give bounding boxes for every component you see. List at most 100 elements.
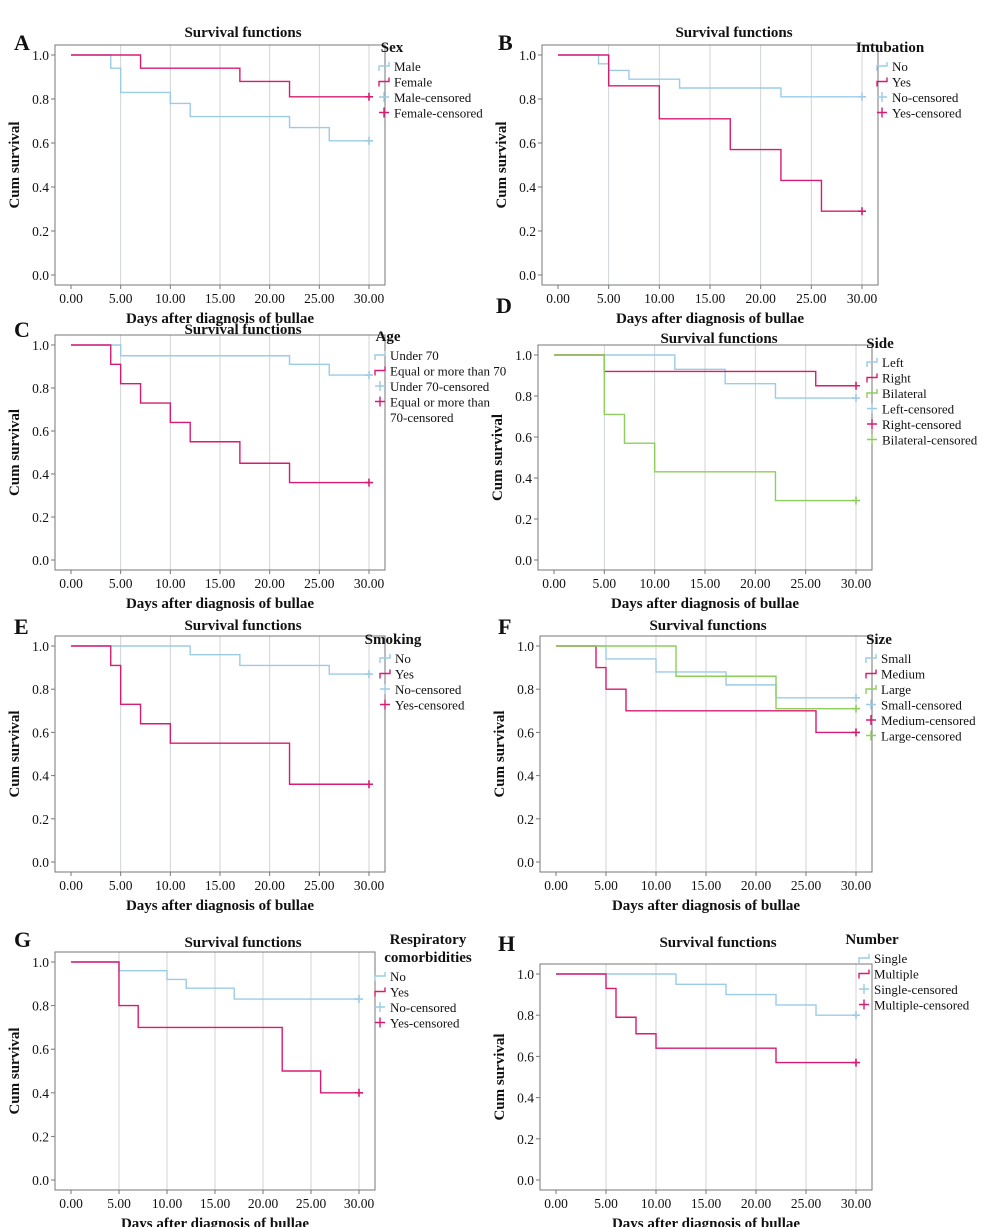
chart-title: Survival functions bbox=[649, 618, 766, 634]
y-tick-label: 0.0 bbox=[517, 1173, 534, 1188]
legend-entry: Male-censored bbox=[394, 90, 472, 105]
panel-letter: G bbox=[14, 927, 31, 952]
chart-panel-d: D Survival functions 0.00 5.00 10.00 15.00 20.… bbox=[490, 293, 978, 612]
x-tick-label: 25.00 bbox=[304, 576, 335, 591]
x-tick-label: 5.00 bbox=[594, 1196, 618, 1211]
legend-entry: Right-censored bbox=[882, 417, 962, 432]
legend-entry: 70-censored bbox=[390, 410, 454, 425]
y-tick-label: 0.8 bbox=[519, 92, 536, 107]
survival-curve-female bbox=[71, 54, 369, 98]
x-tick-label: 20.00 bbox=[254, 576, 285, 591]
x-tick-label: 5.00 bbox=[593, 576, 617, 591]
legend-entry: No bbox=[395, 651, 411, 666]
legend-entry: Large-censored bbox=[881, 729, 962, 744]
legend-censor-swatch bbox=[375, 381, 385, 391]
legend-censor-swatch bbox=[859, 984, 869, 994]
legend-censor-swatch bbox=[867, 403, 877, 414]
y-tick-label: 0.4 bbox=[32, 467, 49, 482]
y-axis-label: Cum survival bbox=[7, 409, 23, 496]
chart-panel-f: F Survival functions 0.00 5.00 10.00 15.00 20.… bbox=[492, 614, 976, 914]
survival-curve-under-70 bbox=[71, 344, 369, 376]
x-tick-label: 30.00 bbox=[841, 1196, 872, 1211]
legend-entry: No-censored bbox=[892, 90, 959, 105]
legend-entry: Under 70 bbox=[390, 348, 439, 363]
legend-line-swatch bbox=[876, 62, 888, 71]
y-tick-label: 0.6 bbox=[519, 136, 536, 151]
x-axis-label: Days after diagnosis of bullae bbox=[126, 596, 314, 612]
chart-title: Survival functions bbox=[184, 25, 301, 41]
y-tick-label: 0.8 bbox=[32, 381, 49, 396]
x-tick-label: 20.00 bbox=[254, 878, 285, 893]
chart-panel-e: E Survival functions 0.00 5.00 10.00 15.00 20.… bbox=[7, 614, 465, 914]
censor-mark bbox=[355, 995, 363, 1004]
legend-title: Sex bbox=[381, 40, 404, 56]
legend-entry: No bbox=[390, 969, 406, 984]
legend-entry: Medium bbox=[881, 667, 925, 682]
survival-curve-multiple bbox=[556, 973, 856, 1064]
legend-title: Side bbox=[866, 336, 894, 352]
y-axis-label: Cum survival bbox=[7, 710, 23, 797]
censor-mark bbox=[852, 394, 860, 403]
x-tick-label: 10.00 bbox=[641, 878, 672, 893]
y-tick-label: 0.0 bbox=[32, 553, 49, 568]
y-tick-label: 1.0 bbox=[32, 955, 49, 970]
y-tick-label: 0.0 bbox=[515, 553, 532, 568]
x-tick-label: 30.00 bbox=[354, 878, 385, 893]
y-tick-label: 0.0 bbox=[32, 1173, 49, 1188]
censor-mark bbox=[852, 704, 860, 713]
legend-censor-swatch bbox=[375, 396, 385, 407]
legend-entry: Small bbox=[881, 651, 912, 666]
legend-line-swatch bbox=[374, 972, 386, 981]
x-axis-label: Days after diagnosis of bullae bbox=[612, 898, 800, 914]
x-tick-label: 25.00 bbox=[296, 1196, 327, 1211]
x-tick-label: 10.00 bbox=[152, 1196, 183, 1211]
x-tick-label: 0.00 bbox=[59, 291, 83, 306]
survival-curve-large bbox=[556, 645, 856, 710]
legend-entry: Yes bbox=[390, 985, 409, 1000]
y-tick-label: 0.2 bbox=[32, 510, 49, 525]
chart-panel-a: A Survival functions 0.00 5.00 10.00 15.00 20.… bbox=[7, 25, 483, 327]
censor-mark bbox=[355, 1088, 363, 1097]
legend-title: Size bbox=[866, 632, 892, 648]
censor-mark bbox=[852, 1058, 860, 1067]
x-tick-label: 30.00 bbox=[847, 291, 878, 306]
legend-censor-swatch bbox=[866, 730, 876, 741]
legend-entry: Equal or more than 70 bbox=[390, 364, 506, 379]
censor-mark bbox=[852, 728, 860, 737]
legend-line-swatch bbox=[865, 685, 877, 694]
x-tick-label: 25.00 bbox=[791, 1196, 822, 1211]
y-tick-label: 0.2 bbox=[519, 224, 536, 239]
legend-censor-swatch bbox=[379, 107, 389, 118]
y-tick-label: 0.2 bbox=[515, 512, 532, 527]
y-tick-label: 1.0 bbox=[32, 338, 49, 353]
panel-letter: D bbox=[496, 293, 512, 318]
legend-censor-swatch bbox=[379, 92, 389, 102]
y-tick-label: 0.0 bbox=[517, 855, 534, 870]
x-tick-label: 15.00 bbox=[695, 291, 726, 306]
survival-curve-yes bbox=[558, 54, 862, 212]
legend-entry: Single-censored bbox=[874, 982, 958, 997]
x-tick-label: 30.00 bbox=[344, 1196, 375, 1211]
legend-censor-swatch bbox=[877, 107, 887, 118]
legend-entry: Small-censored bbox=[881, 698, 962, 713]
legend-censor-swatch bbox=[375, 1017, 385, 1028]
legend-censor-swatch bbox=[867, 419, 877, 429]
legend-entry: No-censored bbox=[395, 682, 462, 697]
x-tick-label: 20.00 bbox=[248, 1196, 279, 1211]
legend-entry: Left-censored bbox=[882, 402, 955, 417]
y-tick-label: 0.6 bbox=[32, 725, 49, 740]
censor-mark bbox=[365, 478, 373, 487]
y-tick-label: 1.0 bbox=[519, 48, 536, 63]
y-tick-label: 0.2 bbox=[517, 1132, 534, 1147]
panel-letter: C bbox=[14, 317, 30, 342]
x-axis-label: Days after diagnosis of bullae bbox=[611, 596, 799, 612]
y-tick-label: 1.0 bbox=[515, 348, 532, 363]
x-tick-label: 10.00 bbox=[641, 1196, 672, 1211]
legend-censor-swatch bbox=[380, 699, 390, 710]
x-tick-label: 5.00 bbox=[109, 576, 133, 591]
y-tick-label: 0.2 bbox=[32, 812, 49, 827]
plot-frame bbox=[541, 44, 879, 286]
legend-title: comorbidities bbox=[384, 950, 472, 966]
x-tick-label: 15.00 bbox=[205, 576, 236, 591]
